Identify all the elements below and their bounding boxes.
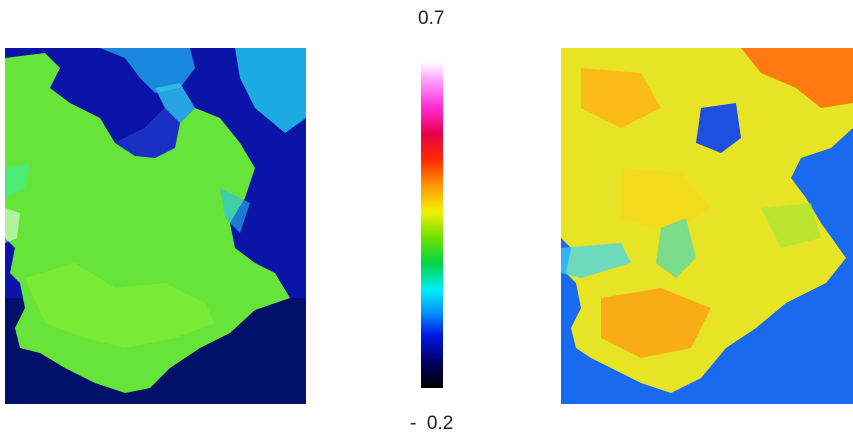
left-lake <box>115 108 180 158</box>
right-middle <box>621 168 711 233</box>
left-highland <box>25 263 215 348</box>
colorbar <box>421 62 443 388</box>
right-hot-northeast <box>741 48 853 108</box>
right-cool-west <box>561 243 631 278</box>
colorbar-max-label: 0.7 <box>418 8 445 29</box>
left-lake-shore <box>155 83 195 123</box>
right-green-patch <box>761 203 821 248</box>
left-west-patch <box>5 163 30 198</box>
right-hot-south <box>601 288 711 358</box>
right-cyan-patch <box>656 218 696 278</box>
left-coast-patch <box>220 188 250 233</box>
left-map-svg <box>5 48 306 404</box>
right-hot-north <box>581 68 661 128</box>
left-shallow-right <box>235 48 306 133</box>
left-shallow-top <box>5 48 195 93</box>
left-cloud <box>5 208 20 243</box>
colorbar-min-label: - 0.2 <box>410 413 454 434</box>
right-lake <box>696 103 741 153</box>
left-satellite-image <box>5 48 306 404</box>
right-map-svg <box>561 48 853 404</box>
right-satellite-image <box>561 48 853 404</box>
